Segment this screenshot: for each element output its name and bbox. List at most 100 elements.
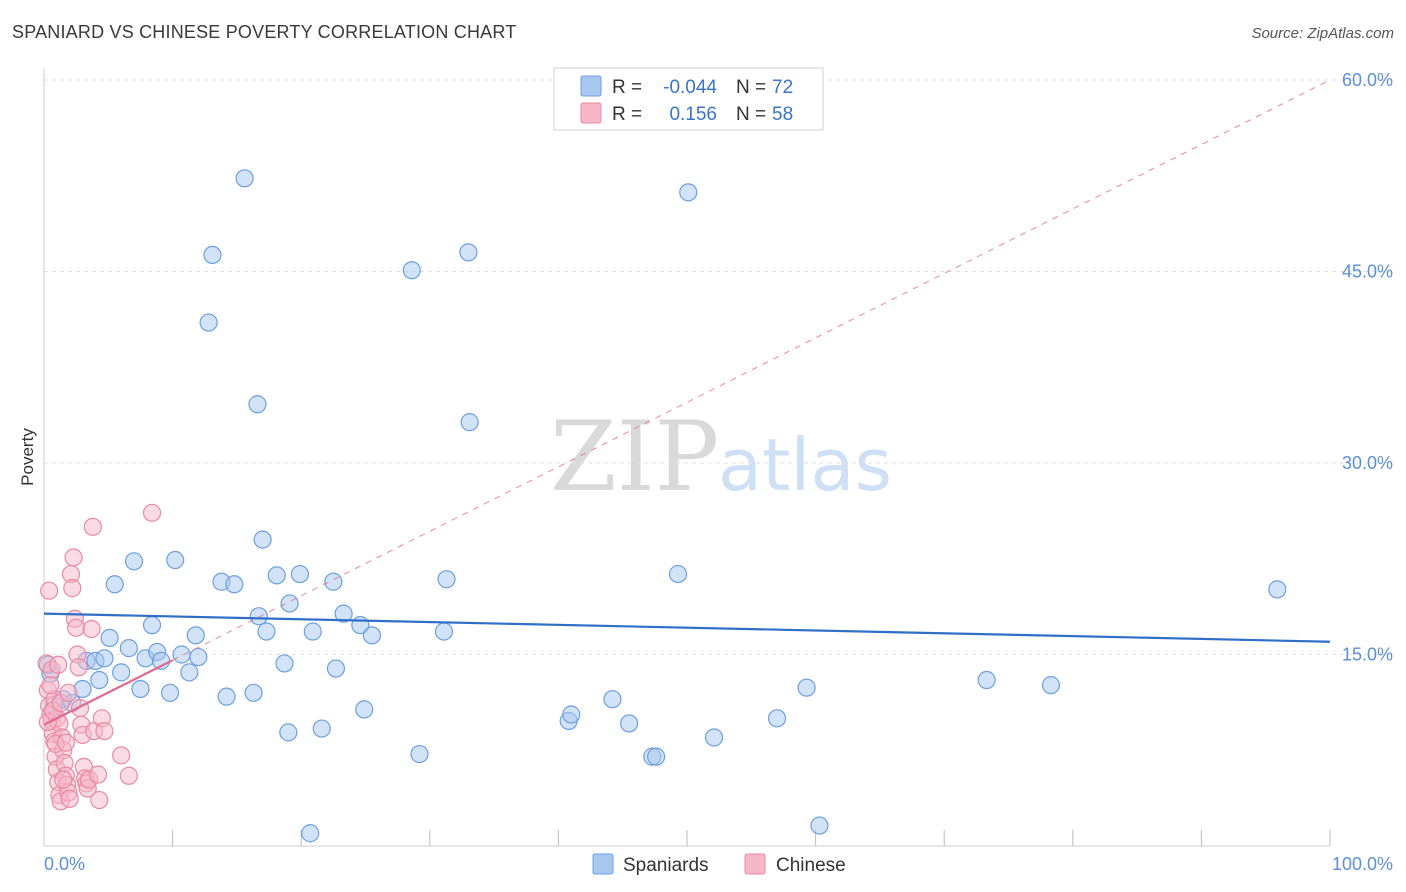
y-axis-tick-labels: 15.0% 30.0% 45.0% 60.0% <box>1342 70 1393 665</box>
watermark-zip: ZIP <box>550 401 719 513</box>
spaniards-point-66 <box>797 678 816 697</box>
chinese-point-50 <box>41 676 60 695</box>
spaniards-point-35 <box>257 622 276 641</box>
spaniards-point-65 <box>767 709 787 728</box>
chinese-point-46 <box>112 746 131 765</box>
y-tick-label-60: 60.0% <box>1342 70 1393 90</box>
spaniards-point-13 <box>124 552 144 571</box>
spaniards-point-63 <box>679 183 698 202</box>
y-axis-label: Poverty <box>18 428 37 486</box>
spaniards-point-25 <box>199 313 218 332</box>
spaniards-point-57 <box>562 705 581 724</box>
legend-spaniards-n-label: N = <box>736 77 766 98</box>
chinese-point-55 <box>54 770 73 789</box>
spaniards-point-39 <box>279 723 298 742</box>
spaniards-point-19 <box>160 683 180 702</box>
spaniards-point-24 <box>189 647 208 667</box>
spaniards-point-58 <box>603 690 622 709</box>
source-label: Source: ZipAtlas.com <box>1251 25 1394 42</box>
y-tick-label-15: 15.0% <box>1342 645 1393 665</box>
series-chinese <box>37 503 162 811</box>
legend-chinese-n-value: 58 <box>772 104 793 125</box>
spaniards-point-62 <box>668 564 688 584</box>
chinese-point-53 <box>49 655 68 674</box>
chinese-point-48 <box>142 503 162 522</box>
x-axis-ticks <box>172 830 1331 846</box>
spaniards-point-67 <box>810 816 829 835</box>
spaniards-point-69 <box>1041 676 1061 695</box>
spaniards-point-42 <box>303 622 322 641</box>
spaniards-point-26 <box>203 245 222 265</box>
y-tick-label-45: 45.0% <box>1342 262 1393 282</box>
watermark: ZIP atlas <box>550 401 892 513</box>
chinese-point-23 <box>60 789 79 808</box>
legend-chinese-n-label: N = <box>736 104 766 125</box>
spaniards-point-9 <box>100 628 119 648</box>
chinese-point-43 <box>90 790 109 810</box>
chinese-point-25 <box>63 579 82 598</box>
chinese-point-31 <box>70 699 90 718</box>
spaniards-point-54 <box>459 243 478 262</box>
chinese-point-47 <box>119 766 138 785</box>
spaniards-point-55 <box>460 413 479 432</box>
spaniards-point-51 <box>410 744 429 764</box>
chinese-point-39 <box>82 619 101 639</box>
chinese-point-56 <box>56 733 75 752</box>
legend: R = -0.044 N = 72 R = 0.156 N = 58 <box>553 67 824 131</box>
spaniards-point-38 <box>280 594 299 613</box>
spaniards-point-14 <box>131 679 150 699</box>
chinese-point-57 <box>59 683 78 702</box>
spaniards-point-36 <box>267 566 286 585</box>
x-tick-label-0: 0.0% <box>44 854 85 874</box>
spaniards-point-31 <box>244 683 263 702</box>
spaniards-point-16 <box>142 616 162 635</box>
chinese-point-26 <box>64 548 83 567</box>
chart-title: SPANIARD VS CHINESE POVERTY CORRELATION … <box>12 22 517 42</box>
spaniards-point-32 <box>249 607 268 626</box>
spaniards-point-53 <box>437 570 456 589</box>
legend-spaniards-r-value: -0.044 <box>663 77 717 98</box>
spaniards-point-33 <box>248 395 267 414</box>
trendlines <box>43 79 1331 726</box>
legend-spaniards-r-label: R = <box>612 77 642 98</box>
chinese-point-45 <box>95 721 114 741</box>
x-tick-label-100: 100.0% <box>1332 854 1393 874</box>
spaniards-point-59 <box>620 714 639 733</box>
spaniards-point-7 <box>90 670 109 690</box>
spaniards-point-40 <box>290 564 310 584</box>
spaniards-point-70 <box>1268 580 1287 599</box>
chinese-point-40 <box>83 517 102 536</box>
bottom-legend-spaniards: Spaniards <box>623 855 709 876</box>
spaniards-point-11 <box>112 663 131 682</box>
spaniards-point-8 <box>95 649 114 668</box>
spaniards-point-49 <box>362 626 382 645</box>
chinese-point-28 <box>67 618 86 637</box>
spaniards-point-68 <box>977 670 996 690</box>
bottom-legend: Spaniards Chinese <box>592 853 846 876</box>
spaniards-point-45 <box>326 659 346 678</box>
spaniards-point-10 <box>105 575 124 594</box>
spaniards-point-23 <box>186 626 205 645</box>
chinese-point-42 <box>88 765 108 784</box>
gridlines <box>44 79 1393 655</box>
bottom-legend-swatch-chinese <box>744 853 766 875</box>
spaniards-point-41 <box>301 824 320 843</box>
spaniards-point-30 <box>235 169 254 188</box>
legend-chinese-r-value: 0.156 <box>669 104 717 125</box>
legend-swatch-chinese <box>580 102 602 124</box>
y-tick-label-30: 30.0% <box>1342 453 1393 473</box>
spaniards-point-48 <box>355 700 374 719</box>
spaniards-point-34 <box>253 530 272 549</box>
chinese-point-30 <box>69 658 88 677</box>
chinese-point-12 <box>40 581 59 600</box>
legend-swatch-spaniards <box>580 75 602 97</box>
legend-chinese-r-label: R = <box>612 104 642 125</box>
trendline-spaniards <box>43 612 1331 643</box>
spaniards-point-20 <box>166 550 185 570</box>
spaniards-point-37 <box>275 654 294 673</box>
bottom-legend-chinese: Chinese <box>776 855 846 876</box>
spaniards-point-50 <box>402 261 421 280</box>
spaniards-point-61 <box>647 747 666 766</box>
spaniards-point-22 <box>180 663 199 682</box>
